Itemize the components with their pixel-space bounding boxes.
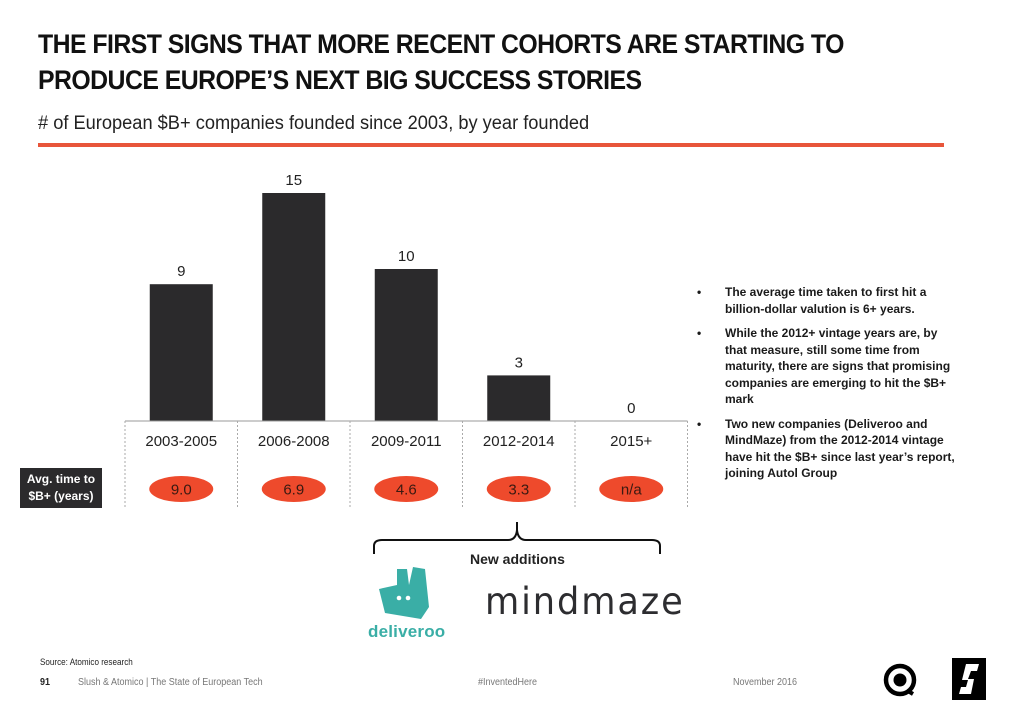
avg-time-pill [261,476,326,502]
avg-time-value: 9.0 [171,482,192,499]
avg-time-pill [599,476,664,502]
avg-time-label: Avg. time to $B+ (years) [20,468,102,508]
avg-time-value: 6.9 [283,482,304,499]
value-label: 10 [398,248,415,265]
slush-logo-icon [952,658,986,700]
category-label: 2003-2005 [145,433,217,450]
category-label: 2012-2014 [483,433,555,450]
value-label: 15 [285,172,302,189]
avg-time-value: 3.3 [508,482,529,499]
hashtag: #InventedHere [478,677,538,688]
accent-rule [38,143,944,147]
deliveroo-logo-text: deliveroo [368,622,446,641]
new-additions-label: New additions [470,551,565,567]
insight-text: While the 2012+ vintage years are, by th… [725,326,951,406]
category-label: 2006-2008 [258,433,330,450]
bar-2009-2011 [374,269,438,421]
chart-subtitle: # of European $B+ companies founded sinc… [38,113,590,134]
insight-item: • While the 2012+ vintage years are, by t… [697,325,959,408]
brace-icon [373,522,661,554]
title-line-2: PRODUCE EUROPE’S NEXT BIG SUCCESS STORIE… [38,65,642,95]
category-label: 2009-2011 [371,433,442,450]
insight-item: • The average time taken to first hit a b… [697,284,959,317]
bar-2012-2014 [487,375,551,421]
atomico-logo-icon [883,663,917,697]
category-label: 2015+ [610,433,652,450]
source-note: Source: Atomico research [40,657,133,667]
page-title: THE FIRST SIGNS THAT MORE RECENT COHORTS… [38,26,866,98]
insight-item: • Two new companies (Deliveroo and MindMa… [697,416,959,482]
avg-time-value: 4.6 [396,482,417,499]
insights-list: • The average time taken to first hit a b… [697,284,959,490]
bullet-icon: • [697,326,702,340]
bullet-icon: • [697,285,702,299]
page-number: 91 [40,677,51,688]
bullet-icon: • [697,416,702,431]
bar-2006-2008 [262,193,326,421]
value-label: 9 [177,263,185,280]
insight-text: Two new companies (Deliveroo and MindMaz… [725,416,955,481]
avg-time-label-line1: Avg. time to [26,472,96,486]
avg-time-pill [374,476,439,502]
deliveroo-kangaroo-icon [379,567,429,619]
avg-time-value: n/a [621,482,643,499]
insight-text: The average time taken to first hit a bi… [725,285,927,316]
bar-2003-2005 [149,284,213,421]
mindmaze-logo-text: mindmaze [485,580,685,623]
value-label: 0 [627,400,635,417]
avg-time-label-line2: $B+ (years) [28,489,94,503]
avg-time-pill [486,476,551,502]
publication-date: November 2016 [733,677,798,688]
value-label: 3 [515,354,523,371]
publication-name: Slush & Atomico | The State of European … [78,677,263,688]
title-line-1: THE FIRST SIGNS THAT MORE RECENT COHORTS… [38,29,844,59]
avg-time-pill [149,476,214,502]
